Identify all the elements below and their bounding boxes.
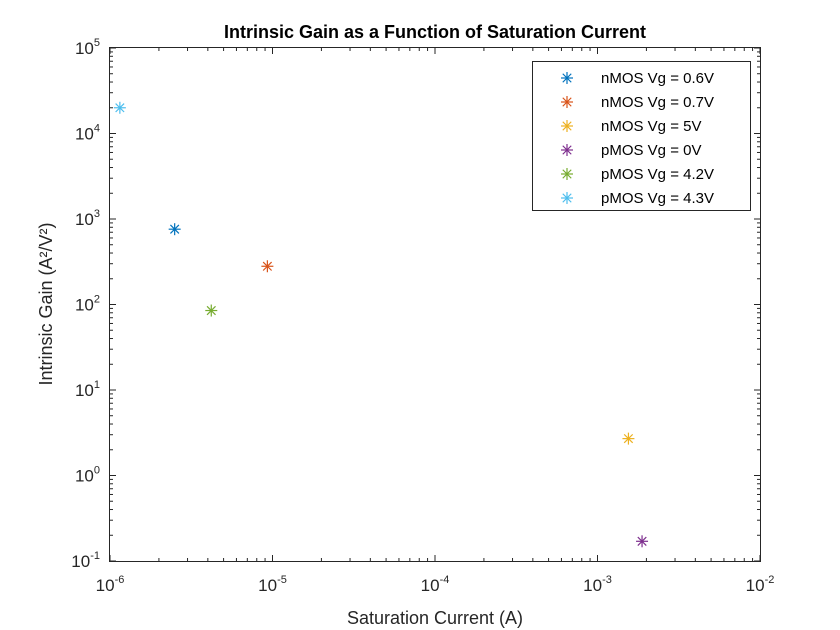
legend-box — [532, 61, 751, 211]
legend-label: nMOS Vg = 0.7V — [601, 94, 714, 111]
axis-ticks — [109, 47, 761, 562]
chart-title: Intrinsic Gain as a Function of Saturati… — [224, 22, 646, 42]
data-point — [622, 432, 635, 445]
x-axis-label: Saturation Current (A) — [347, 608, 523, 628]
x-tick-label: 10-2 — [746, 574, 775, 595]
data-point — [205, 304, 218, 317]
y-tick-label: 100 — [75, 465, 100, 486]
y-tick-label: 105 — [75, 37, 100, 58]
legend: nMOS Vg = 0.6V nMOS Vg = 0.7V nMOS Vg = 5V… — [532, 61, 751, 211]
x-tick-label: 10-4 — [421, 574, 450, 595]
x-tick-label: 10-3 — [583, 574, 612, 595]
legend-label: nMOS Vg = 5V — [601, 118, 701, 135]
y-tick-labels: 10-1 100 101 102 103 104 105 — [71, 37, 100, 571]
y-tick-label: 103 — [75, 208, 100, 229]
y-tick-label: 102 — [75, 294, 100, 315]
data-points — [113, 101, 649, 548]
data-point — [168, 223, 181, 236]
data-point — [113, 101, 126, 114]
legend-marker — [561, 96, 573, 108]
x-tick-label: 10-5 — [258, 574, 287, 595]
y-tick-label: 10-1 — [71, 550, 100, 571]
data-point — [636, 535, 649, 548]
legend-label: pMOS Vg = 4.2V — [601, 166, 714, 183]
legend-marker — [561, 144, 573, 156]
legend-label: pMOS Vg = 4.3V — [601, 190, 714, 207]
y-tick-label: 104 — [75, 123, 100, 144]
data-point — [261, 260, 274, 273]
legend-label: nMOS Vg = 0.6V — [601, 70, 714, 87]
x-tick-labels: 10-6 10-5 10-4 10-3 10-2 — [96, 574, 775, 595]
legend-marker — [561, 72, 573, 84]
y-axis-label: Intrinsic Gain (A²/V²) — [36, 222, 56, 385]
legend-marker — [561, 120, 573, 132]
legend-marker — [561, 192, 573, 204]
y-tick-label: 101 — [75, 379, 100, 400]
x-tick-label: 10-6 — [96, 574, 125, 595]
legend-marker — [561, 168, 573, 180]
legend-label: pMOS Vg = 0V — [601, 142, 701, 159]
